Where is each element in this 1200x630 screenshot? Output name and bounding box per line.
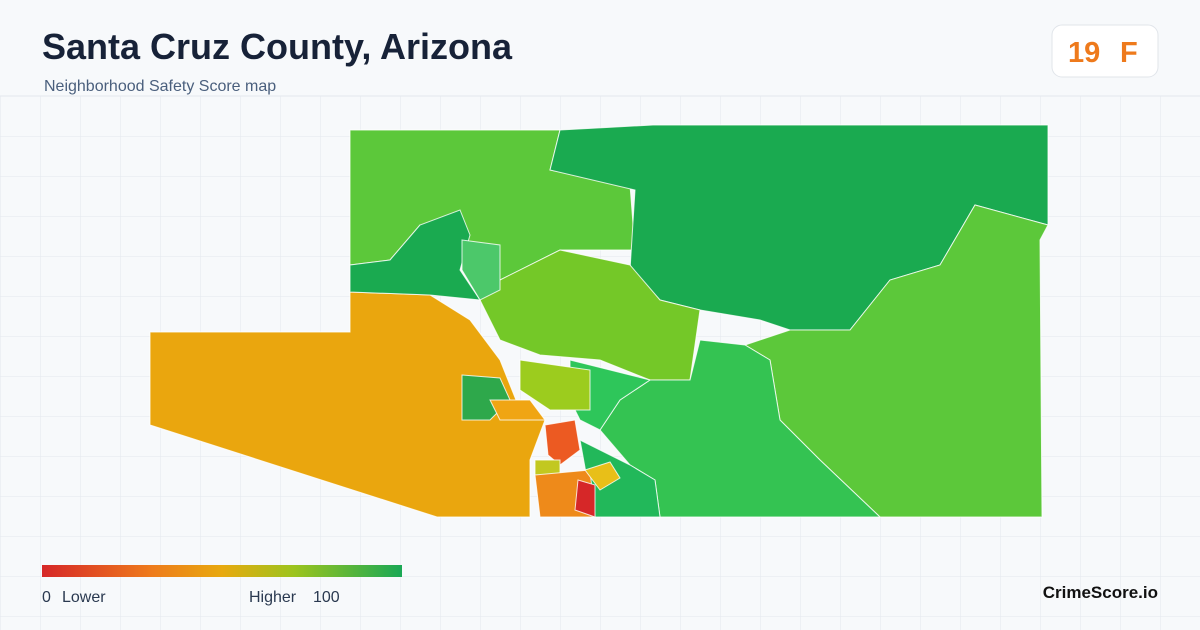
subtitle: Neighborhood Safety Score map xyxy=(44,78,276,95)
title: Santa Cruz County, Arizona xyxy=(42,26,513,67)
brand: CrimeScore.io xyxy=(1043,583,1158,602)
legend-min-label: Lower xyxy=(62,589,106,606)
legend-max: 100 xyxy=(313,589,340,606)
legend-min: 0 xyxy=(42,589,51,606)
score-badge xyxy=(1051,24,1159,78)
county-map xyxy=(149,124,1049,518)
region xyxy=(461,239,501,301)
region xyxy=(489,399,546,421)
score-grade: F xyxy=(1120,37,1138,69)
region xyxy=(584,461,621,491)
legend-gradient xyxy=(42,565,402,577)
score-value: 19 xyxy=(1068,37,1100,69)
legend-max-label: Higher xyxy=(249,589,297,606)
region xyxy=(544,419,581,466)
region xyxy=(574,479,596,518)
region xyxy=(519,359,591,411)
